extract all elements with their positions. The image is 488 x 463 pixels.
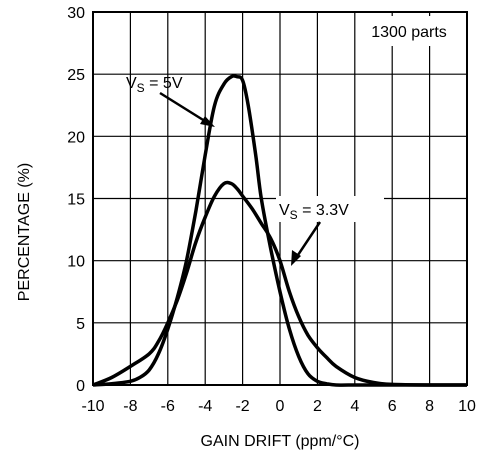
annotation-vs-3v3-sub: S [290,208,298,222]
annotation-vs-5v-rest: = 5V [145,75,183,92]
y-tick-label: 30 [67,5,85,22]
arrow-3v3-head [291,250,301,266]
annotation-vs-3v3-base: V [279,202,290,219]
x-tick-label: 2 [313,398,322,415]
x-tick-label: -6 [161,398,175,415]
x-tick-label: 4 [350,398,359,415]
arrow-3v3-shaft [294,221,322,259]
x-tick-label: 8 [425,398,434,415]
plot-frame [92,11,468,386]
x-tick-labels: -10 -8 -6 -4 -2 0 2 4 6 8 10 [81,398,476,415]
annotation-vs-3v3-rest: = 3.3V [298,202,349,219]
x-tick-label: 0 [276,398,285,415]
y-axis-title: PERCENTAGE (%) [16,163,33,301]
y-tick-label: 25 [67,67,85,84]
arrow-5v-head [200,116,215,127]
y-tick-label: 15 [67,192,85,209]
annotation-vs-3v3-bg [276,196,384,222]
x-tick-label: 10 [458,398,476,415]
y-tick-labels: 0 5 10 15 20 25 30 [67,5,85,395]
y-tick-label: 5 [76,316,85,333]
series-line-1 [92,180,468,387]
annotation-vs-3v3: VS = 3.3V [279,202,349,222]
x-axis-title: GAIN DRIFT (ppm/°C) [201,433,360,450]
y-tick-label: 20 [67,129,85,146]
annotation-vs-5v: VS = 5V [126,75,183,95]
legend-box-text: 1300 parts [371,24,447,41]
annotation-vs-5v-base: V [126,75,137,92]
x-tick-label: -4 [198,398,212,415]
arrow-5v-shaft [159,91,209,125]
y-tick-label: 10 [67,254,85,271]
x-tick-label: -8 [123,398,137,415]
annotation-vs-5v-sub: S [137,81,145,95]
legend-box-bg [359,16,459,46]
x-tick-label: -10 [81,398,104,415]
x-tick-label: 6 [388,398,397,415]
x-tick-label: -2 [235,398,249,415]
y-tick-label: 0 [76,378,85,395]
